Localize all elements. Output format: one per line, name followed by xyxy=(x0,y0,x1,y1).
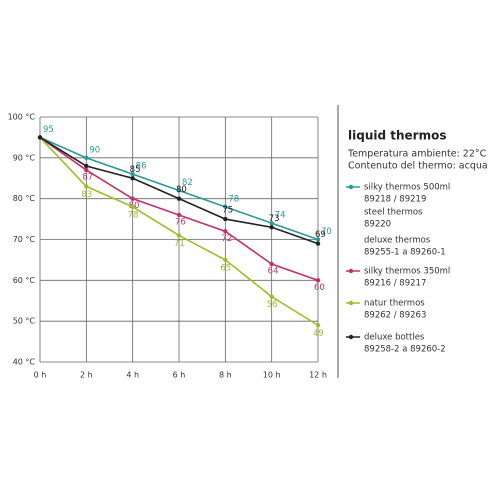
point xyxy=(223,229,228,234)
data-label: 64 xyxy=(268,267,279,277)
subtitle: Contenuto del thermo: acqua xyxy=(348,161,488,172)
data-label: 49 xyxy=(313,329,324,339)
x-tick-label: 10 h xyxy=(263,371,281,380)
data-label: 87 xyxy=(82,173,93,183)
point xyxy=(223,216,228,222)
point xyxy=(269,294,274,299)
legend-marker xyxy=(348,334,354,340)
data-label: 73 xyxy=(269,214,280,224)
data-label: 78 xyxy=(228,194,239,204)
x-tick-label: 12 h xyxy=(309,371,327,380)
x-tick-label: 0 h xyxy=(34,371,47,380)
point xyxy=(269,220,274,226)
x-tick-label: 6 h xyxy=(173,371,186,380)
data-label: 80 xyxy=(176,185,187,195)
legend-label: deluxe bottles xyxy=(364,333,425,343)
data-label: 74 xyxy=(275,211,286,221)
data-label: 83 xyxy=(81,190,92,200)
point xyxy=(84,167,89,173)
data-label: 76 xyxy=(175,218,186,228)
point xyxy=(130,204,135,210)
y-tick-label: 100 °C xyxy=(8,113,36,122)
legend-marker xyxy=(348,268,354,274)
data-label: 56 xyxy=(267,300,278,310)
y-tick-label: 40 °C xyxy=(13,358,36,367)
data-label: 78 xyxy=(128,210,139,220)
data-label: 85 xyxy=(130,165,141,175)
point xyxy=(176,212,182,218)
data-label: 70 xyxy=(321,227,332,237)
point xyxy=(315,278,321,283)
point xyxy=(315,241,321,246)
point xyxy=(84,163,89,169)
point xyxy=(269,261,274,267)
point xyxy=(176,233,182,238)
x-tick-label: 8 h xyxy=(219,371,232,380)
legend-label: steel thermos xyxy=(364,208,423,218)
point xyxy=(130,196,135,201)
legend-code: 89220 xyxy=(364,220,391,230)
y-tick-label: 90 °C xyxy=(13,153,36,162)
point xyxy=(315,323,321,328)
y-tick-label: 80 °C xyxy=(13,194,36,203)
point xyxy=(223,204,228,210)
point xyxy=(130,176,135,181)
point xyxy=(223,257,228,263)
legend-marker xyxy=(348,300,354,306)
data-label: 86 xyxy=(136,162,147,172)
legend-code: 89258-2 a 89260-2 xyxy=(364,345,446,355)
x-tick-label: 2 h xyxy=(80,371,93,380)
legend-marker xyxy=(348,184,354,190)
data-label: 69 xyxy=(315,230,326,240)
legend-label: natur thermos xyxy=(364,299,425,309)
y-tick-label: 70 °C xyxy=(13,235,36,244)
point xyxy=(84,184,89,189)
y-tick-label: 50 °C xyxy=(13,317,36,326)
legend-code: 89255-1 a 89260-1 xyxy=(364,248,446,258)
point xyxy=(269,225,274,230)
data-label: 72 xyxy=(221,234,232,244)
point xyxy=(315,237,321,242)
legend-code: 89218 / 89219 xyxy=(364,195,426,205)
y-tick-label: 60 °C xyxy=(13,276,36,285)
data-label: 60 xyxy=(314,283,325,293)
point xyxy=(84,155,89,161)
legend-label: deluxe thermos xyxy=(364,236,431,246)
point xyxy=(176,196,182,201)
data-label: 65 xyxy=(220,263,231,273)
legend-label: silky thermos 500ml xyxy=(364,183,450,193)
data-label: 71 xyxy=(174,239,185,249)
data-label: 90 xyxy=(89,145,100,155)
point xyxy=(130,171,135,177)
legend-code: 89262 / 89263 xyxy=(364,311,426,321)
point xyxy=(176,188,182,193)
chart-title: liquid thermos xyxy=(348,129,446,143)
data-label: 75 xyxy=(222,206,233,216)
x-tick-label: 4 h xyxy=(126,371,139,380)
legend-label: silky thermos 350ml xyxy=(364,267,450,277)
data-label: 95 xyxy=(43,125,54,135)
subtitle: Temperatura ambiente: 22°C xyxy=(347,149,487,160)
legend-code: 89216 / 89217 xyxy=(364,279,426,289)
data-label: 82 xyxy=(182,178,193,188)
point xyxy=(37,135,43,140)
